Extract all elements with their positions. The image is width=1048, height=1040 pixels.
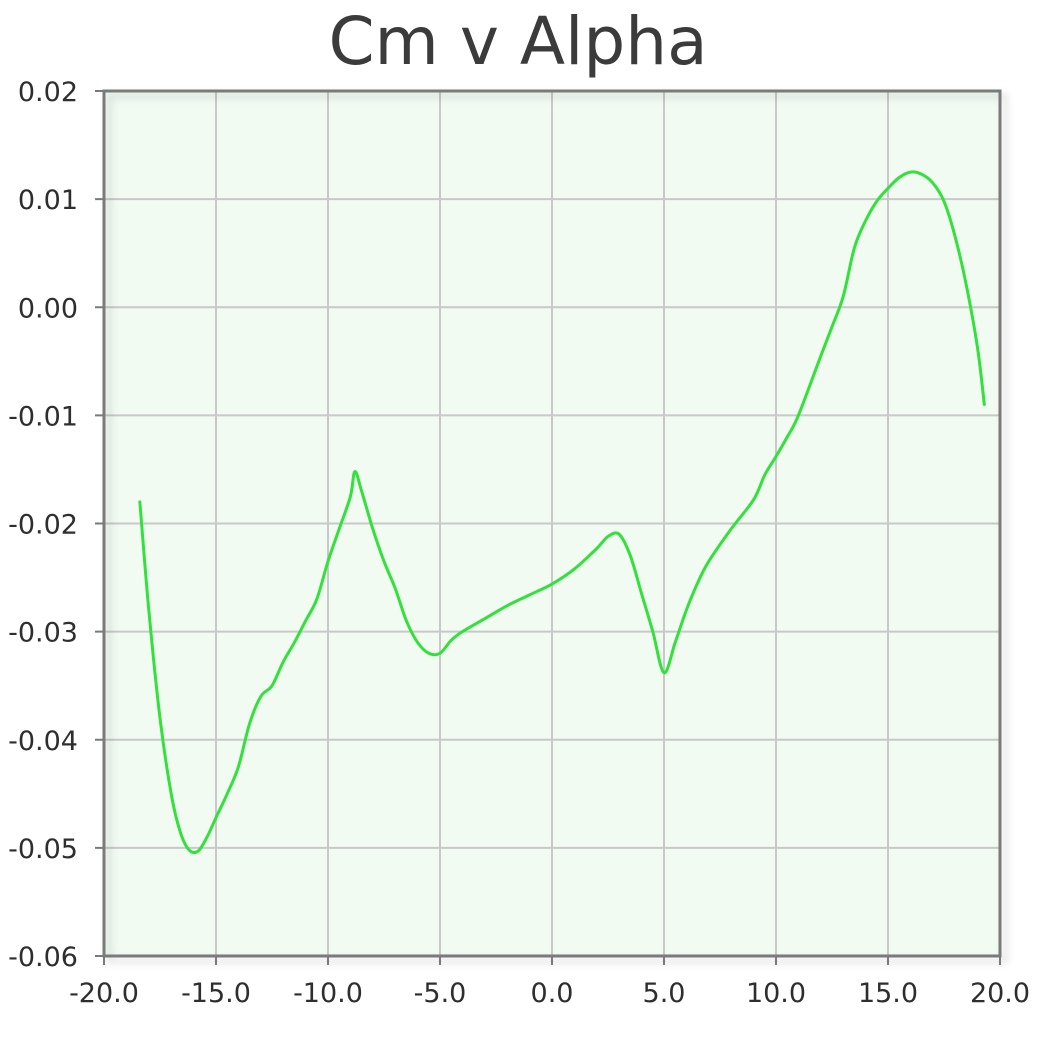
grid-lines xyxy=(104,91,1000,956)
y-tick-label: 0.02 xyxy=(18,77,78,108)
x-tick-label: 10.0 xyxy=(746,978,806,1009)
x-axis-tick-labels: -20.0 -15.0 -10.0 -5.0 0.0 5.0 10.0 15.0 20.0 xyxy=(69,978,1030,1009)
x-tick-label: 20.0 xyxy=(970,978,1030,1009)
chart-title: Cm v Alpha xyxy=(328,3,708,80)
x-tick-label: -5.0 xyxy=(414,978,467,1009)
y-axis-tick-labels: 0.02 0.01 0.00 -0.01 -0.02 -0.03 -0.04 -0.05 -0.… xyxy=(8,77,78,973)
y-tick-label: -0.06 xyxy=(8,942,78,973)
x-tick-label: 0.0 xyxy=(531,978,574,1009)
x-tick-label: 15.0 xyxy=(858,978,918,1009)
y-tick-label: 0.01 xyxy=(18,185,78,216)
x-tick-label: -10.0 xyxy=(293,978,363,1009)
y-tick-label: -0.01 xyxy=(8,401,78,432)
series-line-0 xyxy=(138,170,986,855)
series-group xyxy=(138,170,986,855)
axis-ticks xyxy=(95,90,1001,965)
x-tick-label: -20.0 xyxy=(69,978,139,1009)
y-tick-label: 0.00 xyxy=(18,293,78,324)
y-tick-label: -0.05 xyxy=(8,834,78,865)
y-tick-label: -0.02 xyxy=(8,510,78,541)
y-tick-label: -0.03 xyxy=(8,618,78,649)
x-tick-label: 5.0 xyxy=(643,978,686,1009)
y-tick-label: -0.04 xyxy=(8,726,78,757)
x-tick-label: -15.0 xyxy=(181,978,251,1009)
